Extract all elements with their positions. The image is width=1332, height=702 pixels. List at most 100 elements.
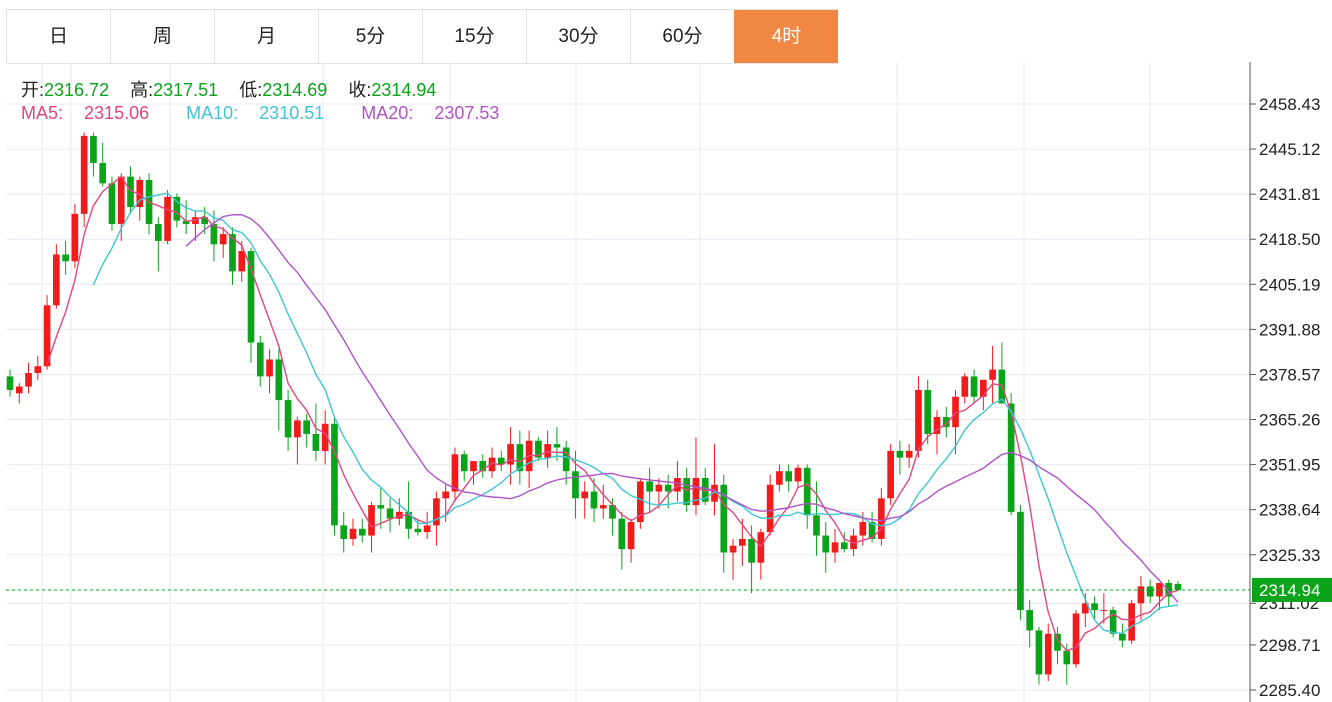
candle-body [701,477,709,502]
tab-30min[interactable]: 30分 [526,10,630,63]
candle-body [711,484,718,502]
candle-body [729,545,737,553]
candle-body [553,444,561,448]
candle-body [924,389,932,434]
candle-body [1165,582,1173,597]
candle-body [6,376,14,390]
candle-body [368,505,375,536]
candle-body [562,447,570,472]
candle-body [164,196,171,241]
candle-body [970,376,978,397]
candle-body [173,196,181,221]
candle-body [201,217,209,224]
candle-body [952,396,959,428]
candle-body [859,522,867,536]
candle-body [340,525,348,539]
candle-body [813,515,820,536]
ma20-readout: MA20: 2307.53 [361,103,515,123]
candle-body [358,528,366,536]
y-tick-label: 2458.43 [1259,95,1320,114]
candle-body [433,498,440,526]
y-tick-label: 2445.12 [1259,140,1320,159]
candle-body [581,491,589,499]
tab-month[interactable]: 月 [214,10,318,63]
candle-body [516,444,524,472]
ma10-value: 2310.51 [259,103,325,123]
last-price-label: 2314.94 [1259,581,1320,600]
candle-body [572,471,579,499]
candle-body [219,234,227,245]
ma5-line [46,175,1179,652]
candle-body [738,538,746,546]
y-tick-label: 2431.81 [1259,185,1320,204]
candle-body [896,450,904,458]
candle-body [1174,583,1182,590]
candle-body [535,440,542,458]
candle-body [905,450,913,458]
candle-body [451,454,459,492]
candle-body [1035,630,1043,675]
candle-body [785,471,793,482]
y-tick-label: 2418.50 [1259,230,1320,249]
candle-body [303,420,310,434]
candle-body [979,379,987,397]
high-label: 高: [130,80,154,100]
candle-body [1026,610,1034,631]
tab-60min[interactable]: 60分 [630,10,734,63]
tab-day[interactable]: 日 [6,10,110,63]
high-value: 2317.51 [153,80,219,100]
candle-body [618,518,626,550]
ma-readout: MA5: 2315.06 MA10: 2310.51 MA20: 2307.53 [21,103,531,124]
candle-body [62,254,69,262]
candle-body [655,484,663,492]
candle-body [942,417,950,428]
candle-body [748,538,755,563]
tab-4hour[interactable]: 4时 [734,10,838,63]
candle-body [1063,650,1071,665]
candle-body [803,467,811,516]
open-value: 2316.72 [44,80,110,100]
candle-body [1054,633,1061,651]
low-value: 2314.69 [262,80,328,100]
period-tabs: 日 周 月 5分 15分 30分 60分 4时 [6,9,838,64]
y-tick-label: 2365.26 [1259,411,1320,430]
tab-5min[interactable]: 5分 [318,10,422,63]
candle-body [1091,603,1098,611]
candle-body [312,433,320,451]
candle-body [284,400,292,438]
candle-body [627,522,635,550]
candle-body [664,484,672,492]
candle-body [108,183,116,224]
y-tick-label: 2298.71 [1259,636,1320,655]
ma20-label: MA20: [361,103,414,123]
close-label: 收: [348,80,372,100]
candle-body [34,366,42,374]
candle-body [80,135,88,214]
candle-body [1128,603,1135,641]
candle-body [637,481,644,523]
candle-body [247,251,255,343]
ma5-value: 2315.06 [84,103,150,123]
low-label: 低: [239,80,263,100]
candle-body [1007,403,1015,512]
close-value: 2314.94 [371,80,437,100]
tab-15min[interactable]: 15分 [422,10,526,63]
candle-body [1137,586,1145,604]
tab-week[interactable]: 周 [110,10,214,63]
candle-body [497,457,505,465]
candle-body [266,359,273,377]
candle-body [331,423,338,526]
candle-body [423,525,431,533]
candle-body [1146,586,1154,597]
candle-body [776,471,783,485]
y-tick-label: 2351.95 [1259,456,1320,475]
candle-body [1100,610,1108,612]
ma10-label: MA10: [186,103,239,123]
candle-body [878,498,885,539]
candle-body [794,467,802,482]
candle-body [414,528,422,533]
candle-body [720,484,728,553]
candle-body [1119,633,1126,641]
candle-body [442,491,450,499]
